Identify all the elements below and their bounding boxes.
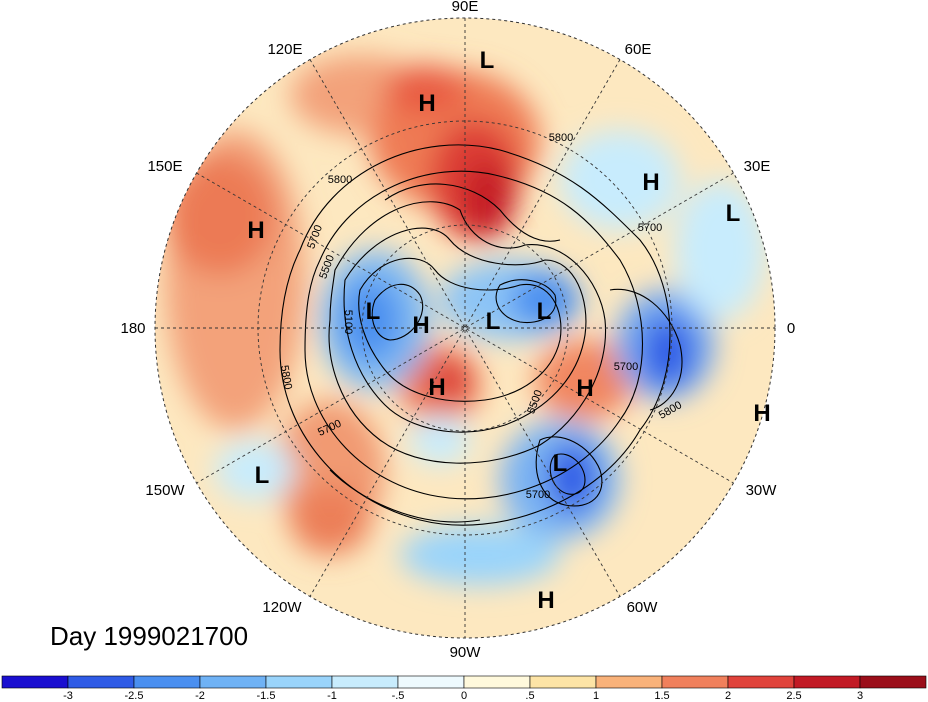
colorbar: -3 -2.5 -2 -1.5 -1 -.5 0 .5 1 1.5 2 2.5 3: [1, 675, 927, 702]
colorbar-segment: [595, 675, 663, 689]
high-pressure-label: H: [642, 169, 659, 196]
colorbar-tick-label: 2: [725, 690, 731, 702]
low-pressure-label: L: [537, 298, 552, 325]
high-pressure-label: H: [537, 587, 554, 614]
contour-label: 5700: [614, 361, 638, 373]
colorbar-segment: [727, 675, 795, 689]
longitude-labels: 90E 60E 30E 0 30W 60W 90W 120W 150W 180 150E 120E: [120, 0, 795, 661]
longitude-label: 90W: [450, 644, 482, 661]
high-pressure-label: H: [418, 90, 435, 117]
colorbar-tick-label: -2.5: [125, 690, 144, 702]
low-pressure-label: L: [255, 462, 270, 489]
high-pressure-label: H: [412, 312, 429, 339]
date-label: Day 1999021700: [50, 621, 248, 651]
colorbar-segment: [661, 675, 729, 689]
longitude-label: 150W: [145, 482, 185, 499]
colorbar-tick-label: 0: [461, 690, 467, 702]
contour-labels: 5800580057005500510057005800570058005500…: [278, 132, 684, 501]
pressure-system-labels: L H H L H H L L L H H H L H L: [247, 47, 770, 614]
colorbar-segment: [133, 675, 201, 689]
colorbar-tick-label: -3: [63, 690, 73, 702]
colorbar-tick-label: 3: [857, 690, 863, 702]
colorbar-tick-label: -1: [327, 690, 337, 702]
contour-label: 5700: [526, 489, 550, 501]
longitude-label: 60W: [627, 599, 659, 616]
contour-label: 5800: [278, 364, 294, 390]
high-pressure-label: H: [576, 375, 593, 402]
high-pressure-label: H: [428, 374, 445, 401]
colorbar-segment: [331, 675, 399, 689]
colorbar-tick-label: .5: [525, 690, 534, 702]
colorbar-tick-label: -2: [195, 690, 205, 702]
high-pressure-label: H: [247, 217, 264, 244]
longitude-label: 30E: [744, 158, 771, 175]
colorbar-segment: [199, 675, 267, 689]
low-pressure-label: L: [366, 298, 381, 325]
colorbar-tick-label: 1: [593, 690, 599, 702]
colorbar-tick-label: -.5: [392, 690, 405, 702]
colorbar-tick-label: 1.5: [654, 690, 669, 702]
colorbar-tick-label: -1.5: [257, 690, 276, 702]
longitude-label: 120W: [262, 599, 302, 616]
longitude-label: 180: [120, 320, 145, 337]
colorbar-segment: [859, 675, 927, 689]
contour-label: 5800: [328, 174, 352, 186]
longitude-label: 120E: [267, 41, 302, 58]
longitude-label: 0: [787, 320, 795, 337]
contour-label: 5700: [638, 222, 662, 234]
contour-label: 5100: [342, 310, 354, 334]
longitude-label: 90E: [452, 0, 479, 15]
colorbar-segment: [793, 675, 861, 689]
longitude-label: 30W: [746, 482, 778, 499]
map-border: [154, 17, 776, 639]
low-pressure-label: L: [553, 450, 568, 477]
longitude-label: 60E: [625, 41, 652, 58]
colorbar-tick-label: 2.5: [786, 690, 801, 702]
graticule-lines: [155, 18, 775, 638]
low-pressure-label: L: [480, 47, 495, 74]
height-contours: [279, 144, 683, 526]
colorbar-segment: [463, 675, 531, 689]
low-pressure-label: L: [486, 308, 501, 335]
colorbar-segment: [529, 675, 597, 689]
colorbar-segment: [67, 675, 135, 689]
high-pressure-label: H: [753, 400, 770, 427]
colorbar-segment: [265, 675, 333, 689]
colorbar-segment: [1, 675, 69, 689]
low-pressure-label: L: [726, 200, 741, 227]
contour-label: 5800: [549, 132, 573, 144]
longitude-label: 150E: [147, 158, 182, 175]
colorbar-segment: [397, 675, 465, 689]
